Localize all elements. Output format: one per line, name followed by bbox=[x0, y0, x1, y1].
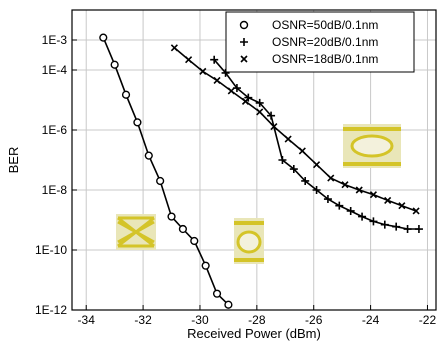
legend-label: OSNR=18dB/0.1nm bbox=[272, 52, 378, 66]
data-point-plus bbox=[289, 165, 298, 174]
data-point-plus bbox=[244, 93, 253, 102]
legend-box bbox=[225, 11, 415, 73]
y-tick-label: 1E-4 bbox=[42, 63, 68, 77]
series-group bbox=[99, 33, 423, 309]
data-point-x bbox=[227, 87, 235, 95]
data-point-plus bbox=[380, 220, 389, 229]
data-point-circle bbox=[201, 261, 210, 270]
data-point-plus bbox=[369, 217, 378, 226]
x-axis-title: Received Power (dBm) bbox=[187, 326, 321, 341]
data-point-circle bbox=[212, 289, 222, 298]
data-point-x bbox=[256, 108, 264, 116]
data-point-circle bbox=[121, 90, 131, 99]
data-point-plus bbox=[278, 156, 287, 164]
series-plus bbox=[210, 55, 423, 234]
x-tick-label: -26 bbox=[305, 313, 323, 327]
legend-marker-plus-icon bbox=[240, 38, 248, 46]
data-point-x bbox=[312, 161, 321, 169]
legend-item-osnr-18: OSNR=18dB/0.1nm bbox=[240, 52, 378, 66]
data-point-plus bbox=[335, 201, 344, 210]
legend-marker-x-icon bbox=[240, 55, 248, 63]
data-point-plus bbox=[392, 222, 401, 231]
data-point-x bbox=[412, 207, 420, 215]
data-point-x bbox=[270, 123, 278, 131]
y-tick-label: 1E-10 bbox=[35, 243, 67, 257]
data-point-x bbox=[199, 67, 207, 75]
data-point-x bbox=[241, 97, 250, 105]
x-tick-label: -22 bbox=[419, 313, 437, 327]
data-point-circle bbox=[224, 300, 233, 309]
data-point-plus bbox=[301, 176, 310, 185]
data-point-circle bbox=[110, 60, 119, 69]
plot-area-frame bbox=[71, 9, 437, 311]
y-tick-label: 1E-8 bbox=[42, 183, 68, 197]
data-point-circle bbox=[190, 236, 199, 246]
data-point-plus bbox=[210, 55, 219, 64]
x-tick-label: -34 bbox=[78, 313, 96, 327]
x-tick-label: -30 bbox=[191, 313, 209, 327]
data-point-x bbox=[284, 135, 292, 143]
x-tick-label: -28 bbox=[248, 313, 266, 327]
data-point-plus bbox=[312, 186, 321, 194]
data-point-x bbox=[185, 56, 193, 64]
y-tick-label: 1E-12 bbox=[35, 303, 67, 317]
data-point-x bbox=[170, 44, 178, 52]
data-point-plus bbox=[346, 206, 355, 215]
data-point-circle bbox=[144, 151, 153, 160]
series-line bbox=[102, 37, 229, 306]
data-point-plus bbox=[414, 225, 423, 234]
axis-ticks: -34 -32 -30 -28 -26 -24 -22 1E-3 1E-4 1E-6 1E-8 1E-… bbox=[35, 33, 436, 327]
x-tick-label: -32 bbox=[134, 313, 152, 327]
legend-item-osnr-20: OSNR=20dB/0.1nm bbox=[240, 35, 378, 49]
legend-item-osnr-50: OSNR=50dB/0.1nm bbox=[239, 18, 378, 32]
y-axis-title: BER bbox=[6, 147, 21, 174]
data-point-plus bbox=[255, 98, 264, 107]
eye-diagram-50db bbox=[116, 214, 156, 250]
data-point-plus bbox=[323, 195, 332, 204]
y-tick-label: 1E-6 bbox=[42, 123, 68, 137]
legend-marker-circle-icon bbox=[239, 20, 249, 30]
data-point-x bbox=[298, 147, 306, 155]
data-point-plus bbox=[403, 225, 412, 234]
data-point-x bbox=[327, 174, 335, 182]
legend: OSNR=50dB/0.1nm OSNR=20dB/0.1nm OSNR=18d… bbox=[225, 11, 415, 73]
data-point-x bbox=[213, 76, 221, 84]
data-point-circle bbox=[178, 224, 188, 234]
data-point-x bbox=[341, 181, 349, 189]
data-point-circle bbox=[167, 212, 176, 221]
data-point-plus bbox=[358, 212, 367, 221]
eye-diagram-20db bbox=[234, 218, 264, 264]
eye-diagram-18db bbox=[343, 124, 401, 168]
legend-label: OSNR=50dB/0.1nm bbox=[272, 18, 378, 32]
series-circle bbox=[99, 33, 233, 309]
data-point-circle bbox=[99, 33, 108, 42]
data-point-x bbox=[398, 202, 406, 210]
legend-label: OSNR=20dB/0.1nm bbox=[272, 35, 378, 49]
y-tick-label: 1E-3 bbox=[42, 33, 68, 47]
x-tick-label: -24 bbox=[362, 313, 380, 327]
data-point-x bbox=[384, 196, 392, 204]
data-point-plus bbox=[267, 111, 276, 120]
data-point-x bbox=[355, 186, 363, 194]
data-point-x bbox=[369, 191, 378, 199]
series-x bbox=[170, 44, 420, 215]
data-point-circle bbox=[133, 118, 142, 127]
data-point-circle bbox=[156, 176, 165, 186]
